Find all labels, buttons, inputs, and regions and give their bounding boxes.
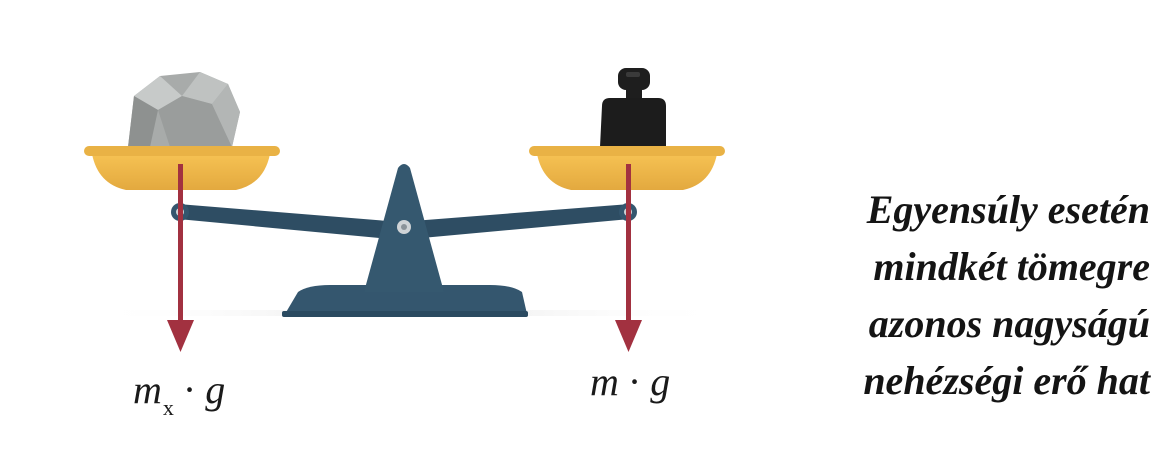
right-force-arrow [615,164,642,352]
right-pan [529,146,725,190]
gravity-symbol: g [650,359,671,404]
caption-line: nehézségi erő hat [863,358,1150,403]
gravity-symbol: g [205,367,226,412]
scale-base [285,285,527,314]
right-force-label: m · g [590,362,670,402]
multiply-dot: · [182,367,197,412]
weight-icon [600,68,666,147]
caption-line: mindkét tömegre [873,244,1150,289]
rock-icon [128,72,240,147]
left-force-label: mx · g [133,367,226,419]
mass-symbol: m [133,367,162,412]
mass-subscript: x [162,395,174,420]
mass-symbol: m [590,359,619,404]
multiply-dot: · [627,359,642,404]
scale-base-plate [282,311,528,317]
caption: Egyensúly esetén mindkét tömegre azonos … [790,181,1150,409]
caption-line: Egyensúly esetén [866,187,1150,232]
left-force-arrow [167,164,194,352]
caption-line: azonos nagyságú [868,301,1150,346]
